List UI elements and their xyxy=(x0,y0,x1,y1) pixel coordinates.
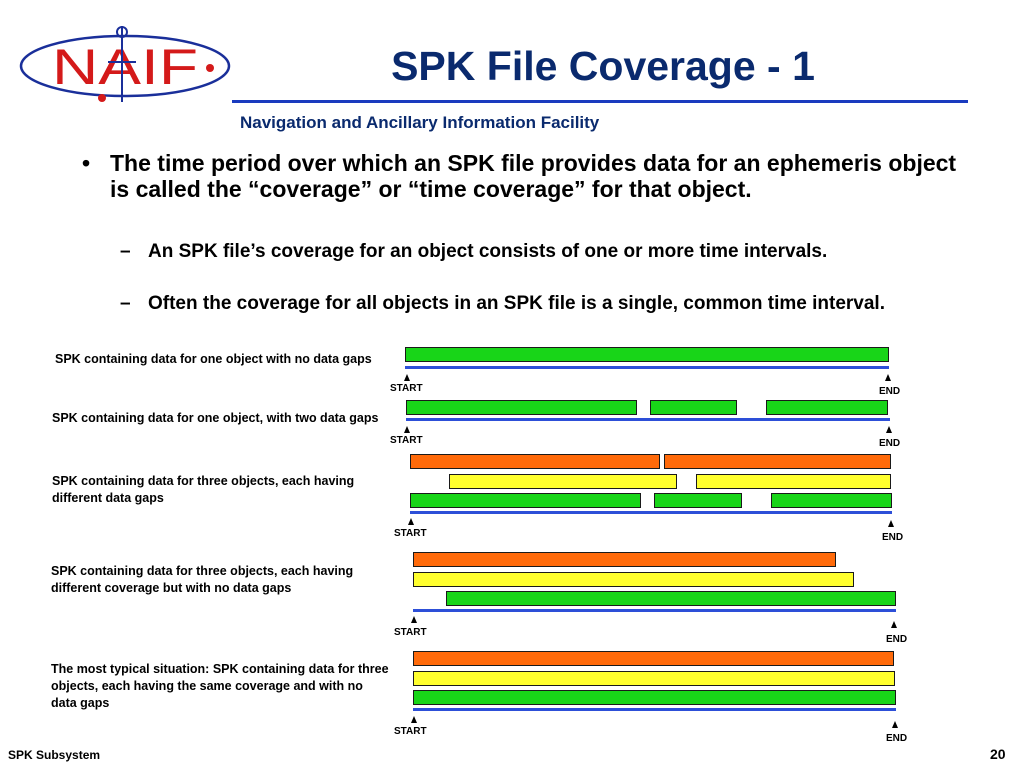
time-axis xyxy=(405,366,889,369)
footer-section-label: SPK Subsystem xyxy=(8,748,101,762)
coverage-bar xyxy=(664,454,891,469)
coverage-bar xyxy=(771,493,892,508)
start-marker-icon xyxy=(404,426,410,433)
logo-text: NAIF xyxy=(52,39,198,95)
time-axis xyxy=(406,418,890,421)
time-axis xyxy=(413,708,896,711)
coverage-bar xyxy=(650,400,737,415)
coverage-bar xyxy=(406,400,637,415)
end-label: END xyxy=(886,634,908,645)
end-label: END xyxy=(882,532,904,543)
start-marker-icon xyxy=(411,716,417,723)
time-axis xyxy=(413,609,896,612)
sub-bullet-text: An SPK file’s coverage for an object con… xyxy=(148,241,828,262)
naif-logo: NAIF xyxy=(14,22,236,106)
coverage-bar xyxy=(449,474,677,489)
coverage-bar xyxy=(654,493,742,508)
start-label: START xyxy=(394,627,427,638)
diagram-description: SPK containing data for three objects, e… xyxy=(52,474,355,505)
coverage-bar xyxy=(413,690,896,705)
start-label: START xyxy=(394,528,427,539)
coverage-bar xyxy=(413,671,895,686)
diagram-description: The most typical situation: SPK containi… xyxy=(51,662,389,710)
coverage-bar xyxy=(413,651,894,666)
end-marker-icon xyxy=(886,426,892,433)
diagram-description: SPK containing data for one object with … xyxy=(55,352,372,366)
main-bullet-text: The time period over which an SPK file p… xyxy=(110,150,957,202)
coverage-bar xyxy=(696,474,891,489)
start-label: START xyxy=(390,383,423,394)
coverage-bar xyxy=(413,552,836,567)
coverage-bar xyxy=(410,493,641,508)
coverage-bar xyxy=(413,572,854,587)
end-marker-icon xyxy=(888,520,894,527)
coverage-bar xyxy=(766,400,888,415)
diagram-description: SPK containing data for one object, with… xyxy=(52,411,379,425)
start-marker-icon xyxy=(404,374,410,381)
dash-mark: – xyxy=(120,293,131,314)
coverage-bar xyxy=(410,454,660,469)
sub-bullet-text: Often the coverage for all objects in an… xyxy=(148,293,885,314)
start-marker-icon xyxy=(408,518,414,525)
end-label: END xyxy=(879,386,901,397)
dash-mark: – xyxy=(120,241,131,262)
facility-subtitle: Navigation and Ancillary Information Fac… xyxy=(240,113,600,132)
title-divider xyxy=(232,100,968,103)
coverage-bar xyxy=(405,347,889,362)
bullet-dot: • xyxy=(82,150,91,176)
page-number: 20 xyxy=(990,746,1006,762)
end-label: END xyxy=(886,733,908,744)
start-marker-icon xyxy=(411,616,417,623)
diagram-description: SPK containing data for three objects, e… xyxy=(51,564,354,595)
time-axis xyxy=(410,511,892,514)
start-label: START xyxy=(394,726,427,737)
end-label: END xyxy=(879,438,901,449)
end-marker-icon xyxy=(891,621,897,628)
coverage-bar xyxy=(446,591,896,606)
end-marker-icon xyxy=(885,374,891,381)
start-label: START xyxy=(390,435,423,446)
end-marker-icon xyxy=(892,721,898,728)
page-title: SPK File Coverage - 1 xyxy=(391,43,815,89)
